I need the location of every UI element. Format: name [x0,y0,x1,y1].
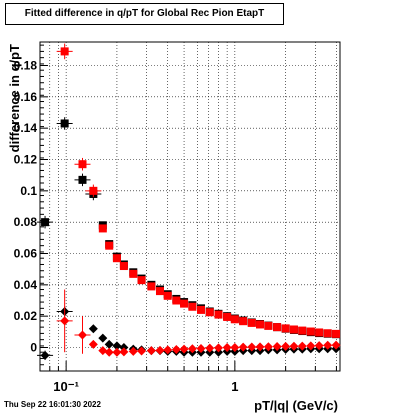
data-point-square-series-2 [256,320,265,329]
data-point-square-series-2 [273,323,282,332]
x-tick-label: 1 [231,379,238,394]
data-point-diamond-series-4 [281,341,291,351]
data-point-square-series-2 [98,224,107,233]
data-point-diamond-series-4 [314,341,324,351]
timestamp: Thu Sep 22 16:01:30 2022 [4,400,101,409]
data-point-diamond-series-3 [98,333,108,343]
data-point-square-series-2 [230,315,239,324]
data-point-diamond-series-4 [289,341,299,351]
data-point-diamond-series-3 [104,339,114,349]
y-tick-label: 0.02 [14,309,38,323]
data-point-square-series-2 [196,305,205,314]
y-tick-label: 0.04 [14,278,38,292]
data-point-diamond-series-3 [88,324,98,334]
data-point-square-series-2 [180,299,189,308]
data-point-square-series-2 [137,276,146,285]
data-point-diamond-series-4 [196,343,206,353]
data-point-diamond-series-4 [272,342,282,352]
data-marks [37,43,341,361]
data-point-diamond-series-4 [238,342,248,352]
data-point-square-series-2 [129,269,138,278]
data-point-diamond-series-4 [60,316,70,326]
data-point-square-series-2 [247,318,256,327]
data-point-diamond-series-4 [137,346,147,356]
data-point-square-series-2 [332,329,341,338]
data-point-square-series-2 [306,327,315,336]
data-point-square-series-1 [78,175,87,184]
y-tick-label: 0.16 [14,90,38,104]
data-point-diamond-series-4 [146,346,156,356]
data-point-diamond-series-4 [205,343,215,353]
data-point-diamond-series-3 [112,341,122,351]
data-point-square-series-2 [112,254,121,263]
y-tick-label: 0.12 [14,153,38,167]
data-point-diamond-series-4 [112,347,122,357]
data-point-square-series-2 [155,287,164,296]
y-axis-label: difference in q/pT [7,44,22,152]
y-tick-label: 0.06 [14,247,38,261]
data-point-diamond-series-4 [255,342,265,352]
data-point-square-series-2 [223,312,232,321]
data-point-diamond-series-4 [230,343,240,352]
data-point-diamond-series-4 [297,341,307,351]
data-point-square-series-2 [188,302,197,311]
plot-frame [39,41,341,372]
y-tick-label: 0.14 [14,121,38,135]
data-point-diamond-series-3 [40,350,50,360]
data-point-diamond-series-4 [155,345,165,355]
data-point-square-series-2 [89,186,98,195]
data-point-diamond-series-4 [323,340,333,350]
data-point-square-series-2 [172,296,181,305]
data-point-square-series-2 [119,262,128,271]
y-tick-label: 0 [30,341,37,355]
data-point-square-series-2 [60,47,69,56]
data-point-diamond-series-4 [77,330,87,340]
x-tick-label: 10⁻¹ [53,379,79,394]
y-tick-label: 0.1 [20,184,37,198]
data-point-square-series-2 [315,328,324,337]
data-point-square-series-2 [264,321,273,330]
y-tick-label: 0.08 [14,215,38,229]
y-tick-label: 0.18 [14,59,38,73]
data-point-diamond-series-4 [222,343,232,352]
data-point-diamond-series-4 [213,343,223,353]
data-point-diamond-series-4 [331,340,341,350]
data-point-square-series-2 [239,317,248,326]
data-point-diamond-series-4 [119,347,129,357]
data-point-diamond-series-4 [163,345,173,355]
axis-ticks: 10⁻¹ 1 0 0.02 0.04 0.06 0.08 0.1 0.12 0.14 0.16 0.1… [14,44,337,394]
data-point-diamond-series-4 [128,346,138,356]
grid-lines [39,42,340,371]
data-point-square-series-2 [105,241,114,250]
data-point-square-series-2 [205,308,214,317]
data-point-square-series-2 [323,329,332,338]
data-point-square-series-2 [289,325,298,334]
data-point-square-series-2 [147,282,156,291]
data-point-square-series-2 [298,326,307,335]
data-point-diamond-series-4 [306,341,316,351]
data-point-diamond-series-4 [247,342,257,352]
data-point-square-series-2 [214,310,223,319]
data-point-diamond-series-4 [98,346,108,356]
data-point-square-series-2 [78,160,87,169]
data-point-square-series-2 [163,291,172,300]
data-point-diamond-series-4 [171,345,181,355]
data-point-diamond-series-4 [187,344,197,354]
data-point-diamond-series-4 [263,342,273,352]
data-point-diamond-series-4 [88,339,98,349]
data-point-square-series-1 [60,119,69,128]
x-axis-label: pT/|q| (GeV/c) [254,398,338,413]
data-point-diamond-series-4 [104,347,114,357]
chart-title: Fitted difference in q/pT for Global Rec… [5,3,284,25]
data-point-square-series-1 [41,218,50,227]
data-point-diamond-series-4 [179,344,189,354]
data-point-square-series-2 [281,324,290,333]
